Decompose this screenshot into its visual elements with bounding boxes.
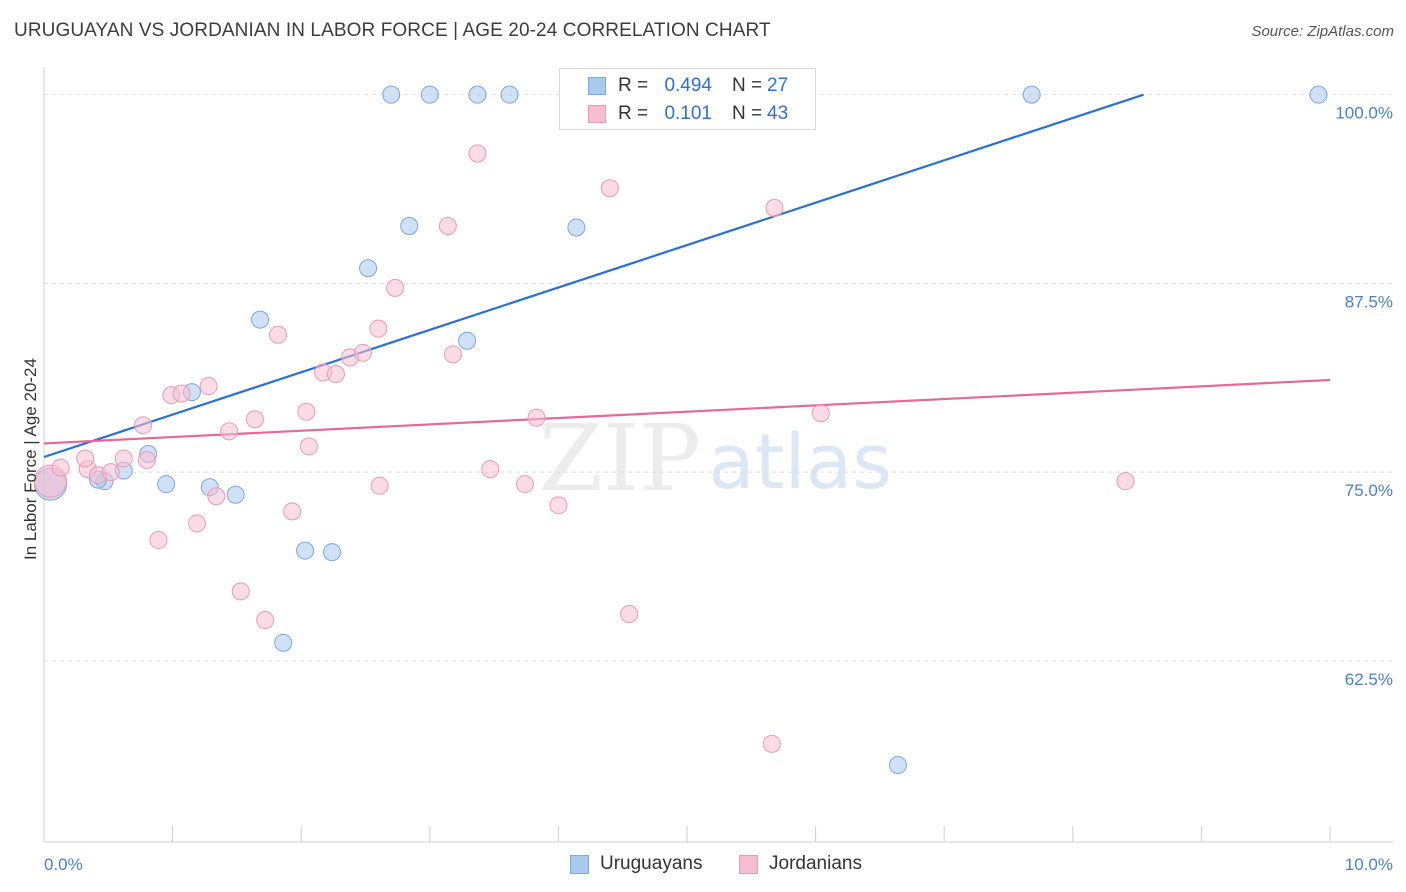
trend-line-uruguayans [43, 93, 1144, 459]
point-jordanian [297, 402, 316, 421]
point-jordanian [220, 422, 239, 441]
point-uruguayan [1309, 85, 1328, 104]
legend-n-value: 27 [767, 75, 789, 96]
point-jordanian [51, 458, 70, 477]
point-jordanian [231, 582, 250, 601]
trend-line-jordanians [43, 378, 1331, 445]
legend-row-uruguayans: R = 0.494 N = 27 [560, 73, 815, 101]
zipatlas-watermark: ZIP atlas [539, 405, 892, 512]
point-jordanian [114, 449, 133, 468]
point-jordanian [188, 514, 207, 533]
point-jordanian [549, 496, 568, 515]
point-uruguayan [420, 85, 439, 104]
point-uruguayan [468, 85, 487, 104]
point-jordanian [299, 437, 318, 456]
legend-r-label: R = [618, 103, 649, 124]
point-uruguayan [500, 85, 519, 104]
legend-r-value: 0.101 [664, 103, 712, 124]
legend-n-label: N = [732, 75, 763, 96]
point-jordanian [370, 476, 389, 495]
point-jordanian [101, 463, 120, 482]
point-jordanian [527, 408, 546, 427]
point-jordanian [149, 531, 168, 550]
y-axis-label: In Labor Force | Age 20-24 [21, 358, 40, 560]
point-jordanian [353, 343, 372, 362]
point-uruguayan [382, 85, 401, 104]
watermark-atlas: atlas [708, 417, 892, 506]
point-jordanian [256, 611, 275, 630]
legend-label-jordanians: Jordanians [769, 853, 862, 874]
point-jordanian [283, 502, 302, 521]
point-uruguayan [400, 217, 419, 235]
point-uruguayan [226, 485, 245, 504]
legend-n-value: 43 [767, 103, 789, 124]
x-tick-label-max: 10.0% [1345, 855, 1393, 874]
legend-swatch-blue [588, 77, 606, 95]
watermark-zip: ZIP [539, 405, 701, 512]
point-jordanian [326, 364, 345, 383]
point-jordanian [468, 144, 487, 163]
point-jordanian [269, 325, 288, 344]
point-jordanian [245, 410, 264, 429]
point-jordanian [134, 416, 153, 435]
point-jordanian [481, 460, 500, 479]
data-points [33, 85, 1328, 774]
point-uruguayan [359, 259, 378, 278]
point-uruguayan [274, 633, 293, 652]
point-jordanian [76, 449, 95, 468]
point-jordanian [438, 217, 457, 235]
y-tick-label: 75.0% [1345, 481, 1393, 500]
point-jordanian [762, 734, 781, 753]
chart-title: URUGUAYAN VS JORDANIAN IN LABOR FORCE | … [14, 20, 771, 41]
legend-r-value: 0.494 [664, 75, 712, 96]
y-tick-labels: 62.5% 75.0% 87.5% 100.0% [1335, 104, 1393, 689]
y-tick-label: 87.5% [1345, 292, 1393, 311]
point-jordanian [443, 345, 462, 364]
point-jordanian [369, 319, 388, 338]
legend-n-label: N = [732, 103, 763, 124]
point-uruguayan [251, 310, 270, 329]
trend-lines [43, 93, 1331, 459]
point-uruguayan [458, 331, 477, 350]
legend-swatch-jordanians [739, 855, 758, 874]
legend-label-uruguayans: Uruguayans [600, 853, 703, 874]
point-uruguayan [567, 218, 586, 237]
point-jordanian [137, 451, 156, 470]
legend-r-label: R = [618, 75, 649, 96]
grid-lines [44, 94, 1393, 662]
point-jordanian [199, 377, 218, 396]
point-jordanian [1116, 472, 1135, 491]
legend-swatch-uruguayans [570, 855, 589, 874]
y-tick-label: 62.5% [1345, 670, 1393, 689]
point-jordanian [386, 278, 405, 297]
point-jordanian [811, 404, 830, 423]
y-tick-label: 100.0% [1335, 104, 1393, 123]
point-jordanian [172, 384, 191, 403]
point-uruguayan [157, 475, 176, 494]
point-uruguayan [1022, 85, 1041, 104]
axes [43, 67, 1393, 843]
point-jordanian [207, 487, 226, 506]
point-uruguayan [296, 541, 315, 560]
point-jordanian [620, 605, 639, 624]
point-uruguayan [323, 543, 342, 562]
point-jordanian [765, 198, 784, 217]
x-tick-label-min: 0.0% [44, 855, 83, 874]
point-uruguayan [888, 756, 907, 774]
source-credit: Source: ZipAtlas.com [1251, 23, 1394, 40]
legend-row-jordanians: R = 0.101 N = 43 [560, 101, 815, 129]
point-jordanian [515, 475, 534, 494]
point-jordanian [600, 179, 619, 198]
legend-swatch-pink [588, 105, 606, 123]
stats-legend: R = 0.494 N = 27 R = 0.101 N = 43 [559, 68, 816, 130]
